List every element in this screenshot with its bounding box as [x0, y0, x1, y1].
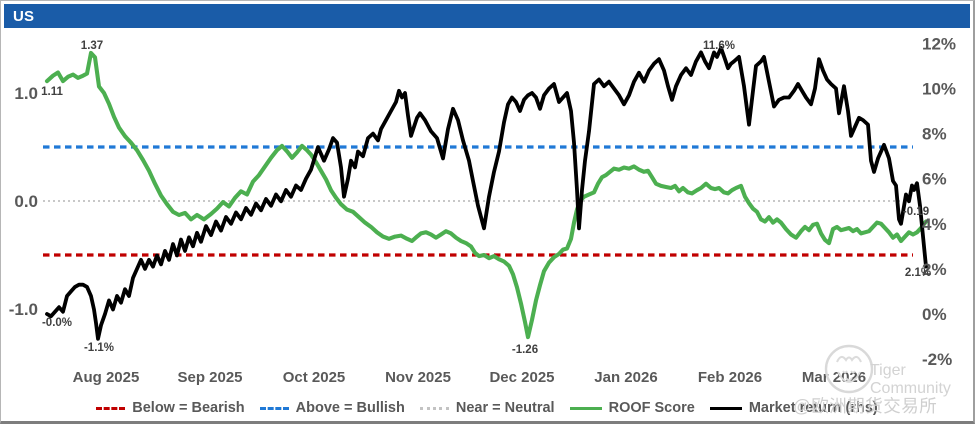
x-axis-label: Nov 2025 [385, 369, 451, 386]
legend-label: ROOF Score [608, 400, 695, 416]
y-right-tick: 10% [922, 80, 956, 99]
chart-legend: Below = Bearish Above = Bullish Near = N… [1, 396, 973, 420]
x-axis-label: Aug 2025 [73, 369, 140, 386]
x-axis-label: Sep 2025 [177, 369, 242, 386]
x-axis-label: Feb 2026 [698, 369, 762, 386]
header-bar: US [4, 4, 970, 28]
y-left-tick: 1.0 [14, 84, 38, 103]
legend-label: Below = Bearish [132, 400, 245, 416]
y-right-tick: 2% [922, 260, 947, 279]
annotation: 2.1% [905, 267, 931, 279]
legend-label: Above = Bullish [295, 400, 405, 416]
legend-item-below-bearish: Below = Bearish [96, 400, 245, 416]
gray-dotted-line-icon [419, 406, 449, 410]
x-axis-label: Mar 2026 [802, 369, 866, 386]
y-right-tick: 4% [922, 215, 947, 234]
series-roof-score [44, 50, 929, 340]
red-dashed-line-icon [96, 406, 126, 410]
y-right-tick: 0% [922, 305, 947, 324]
annotation: -0.0% [42, 317, 72, 329]
series-market-return-rhs- [45, 46, 928, 341]
y-right-tick: 6% [922, 170, 947, 189]
x-axis-label: Dec 2025 [489, 369, 554, 386]
legend-label: Market return (rhs) [748, 400, 878, 416]
y-right-tick: 12% [922, 34, 956, 53]
blue-dashed-line-icon [259, 406, 289, 410]
legend-item-above-bullish: Above = Bullish [259, 400, 405, 416]
y-right-tick: 8% [922, 125, 947, 144]
legend-item-near-neutral: Near = Neutral [419, 400, 555, 416]
page-title: US [13, 7, 35, 25]
legend-label: Near = Neutral [455, 400, 555, 416]
green-line-icon [569, 406, 602, 410]
annotation: 1.11 [41, 86, 63, 98]
black-line-icon [709, 406, 742, 410]
legend-item-roof-score: ROOF Score [569, 400, 695, 416]
y-right-tick: -2% [922, 350, 952, 369]
annotation: 11.6% [703, 40, 735, 52]
x-axis-label: Jan 2026 [594, 369, 657, 386]
y-left-tick: -1.0 [9, 300, 38, 319]
legend-item-market-return: Market return (rhs) [709, 400, 878, 416]
annotation: -1.26 [512, 344, 538, 356]
x-axis-label: Oct 2025 [283, 369, 346, 386]
annotation: 1.37 [81, 40, 103, 52]
y-left-tick: 0.0 [14, 192, 38, 211]
annotation: -0.19 [903, 206, 929, 218]
annotation: -1.1% [84, 342, 114, 354]
